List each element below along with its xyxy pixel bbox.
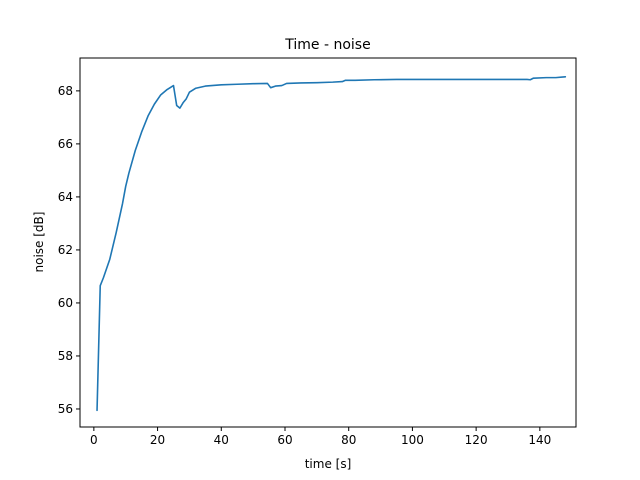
x-axis-label: time [s]: [305, 457, 352, 471]
x-tick-label: 20: [150, 433, 165, 447]
plot-area: [80, 58, 576, 427]
y-axis-label: noise [dB]: [32, 212, 46, 273]
axes-frame: [79, 57, 577, 428]
y-tick-label: 56: [58, 402, 73, 416]
y-tick-label: 64: [58, 190, 73, 204]
y-tick-label: 62: [58, 243, 73, 257]
chart-title: Time - noise: [284, 37, 370, 53]
x-tick-label: 60: [277, 433, 292, 447]
x-tick-label: 40: [214, 433, 229, 447]
x-tick-label: 140: [528, 433, 551, 447]
y-tick-label: 66: [58, 137, 73, 151]
x-tick-label: 80: [341, 433, 356, 447]
x-tick-label: 100: [401, 433, 424, 447]
series-line: [96, 76, 567, 412]
y-tick-label: 68: [58, 84, 73, 98]
series-layer: [96, 76, 567, 412]
x-tick-label: 0: [90, 433, 98, 447]
y-tick-label: 58: [58, 349, 73, 363]
ticks-layer: 0 20 40 60 80 100 120 140 56 58 60 62 64 66 68: [58, 84, 552, 447]
x-tick-label: 120: [465, 433, 488, 447]
y-tick-label: 60: [58, 296, 73, 310]
